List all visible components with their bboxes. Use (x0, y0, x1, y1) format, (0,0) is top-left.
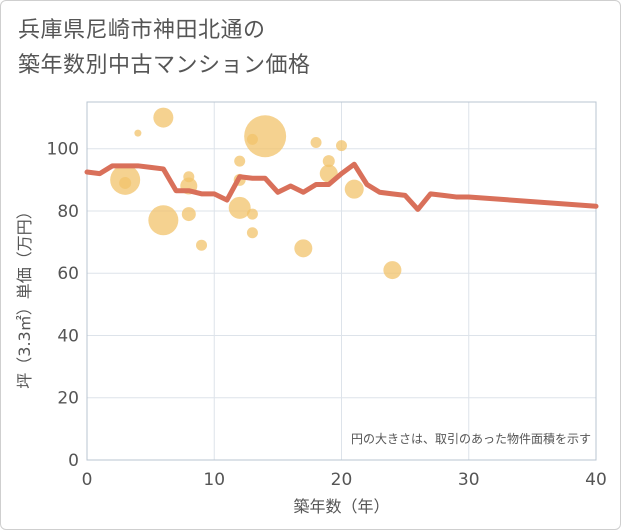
x-tick-label: 30 (458, 470, 480, 490)
bubble-layer (110, 107, 402, 280)
bubble (134, 129, 142, 137)
bubble (196, 239, 208, 251)
chart-title-line-2: 築年数別中古マンション価格 (18, 53, 311, 78)
x-axis-label: 築年数（年） (293, 497, 389, 516)
grid (87, 102, 596, 460)
y-tick-label: 80 (57, 202, 79, 222)
bubble (246, 208, 258, 220)
y-tick-label: 0 (68, 451, 79, 471)
x-axis-ticks: 0 10 20 30 40 (82, 470, 607, 490)
x-tick-label: 10 (203, 470, 225, 490)
bubble (344, 179, 364, 199)
average-price-line (84, 161, 599, 212)
bubble (119, 176, 132, 189)
bubble (153, 107, 174, 128)
bubble (244, 115, 287, 158)
bubble (322, 155, 335, 168)
y-axis-label: 坪（3.3㎡）単価（万円） (15, 203, 34, 388)
y-tick-label: 100 (47, 140, 79, 160)
bubble (183, 171, 195, 183)
bubble (383, 261, 402, 280)
bubble (148, 205, 179, 236)
bubble-size-note: 円の大きさは、取引のあった物件面積を示す (351, 431, 591, 446)
bubble (228, 196, 251, 219)
y-tick-label: 40 (57, 326, 79, 346)
x-tick-label: 40 (585, 470, 607, 490)
bubble (336, 140, 347, 152)
bubble (294, 239, 313, 258)
y-tick-label: 20 (57, 389, 79, 409)
x-tick-label: 0 (82, 470, 93, 490)
x-tick-label: 20 (331, 470, 353, 490)
bubble (310, 136, 322, 148)
y-tick-label: 60 (57, 264, 79, 284)
bubble (234, 155, 246, 167)
plot-border (86, 101, 597, 461)
chart-title-line-1: 兵庫県尼崎市神田北通の (18, 18, 266, 43)
chart-title: 兵庫県尼崎市神田北通の 築年数別中古マンション価格 (18, 13, 578, 83)
y-axis-ticks: 0 20 40 60 80 100 (47, 140, 79, 471)
bubble (246, 227, 258, 239)
bubble (181, 207, 196, 222)
